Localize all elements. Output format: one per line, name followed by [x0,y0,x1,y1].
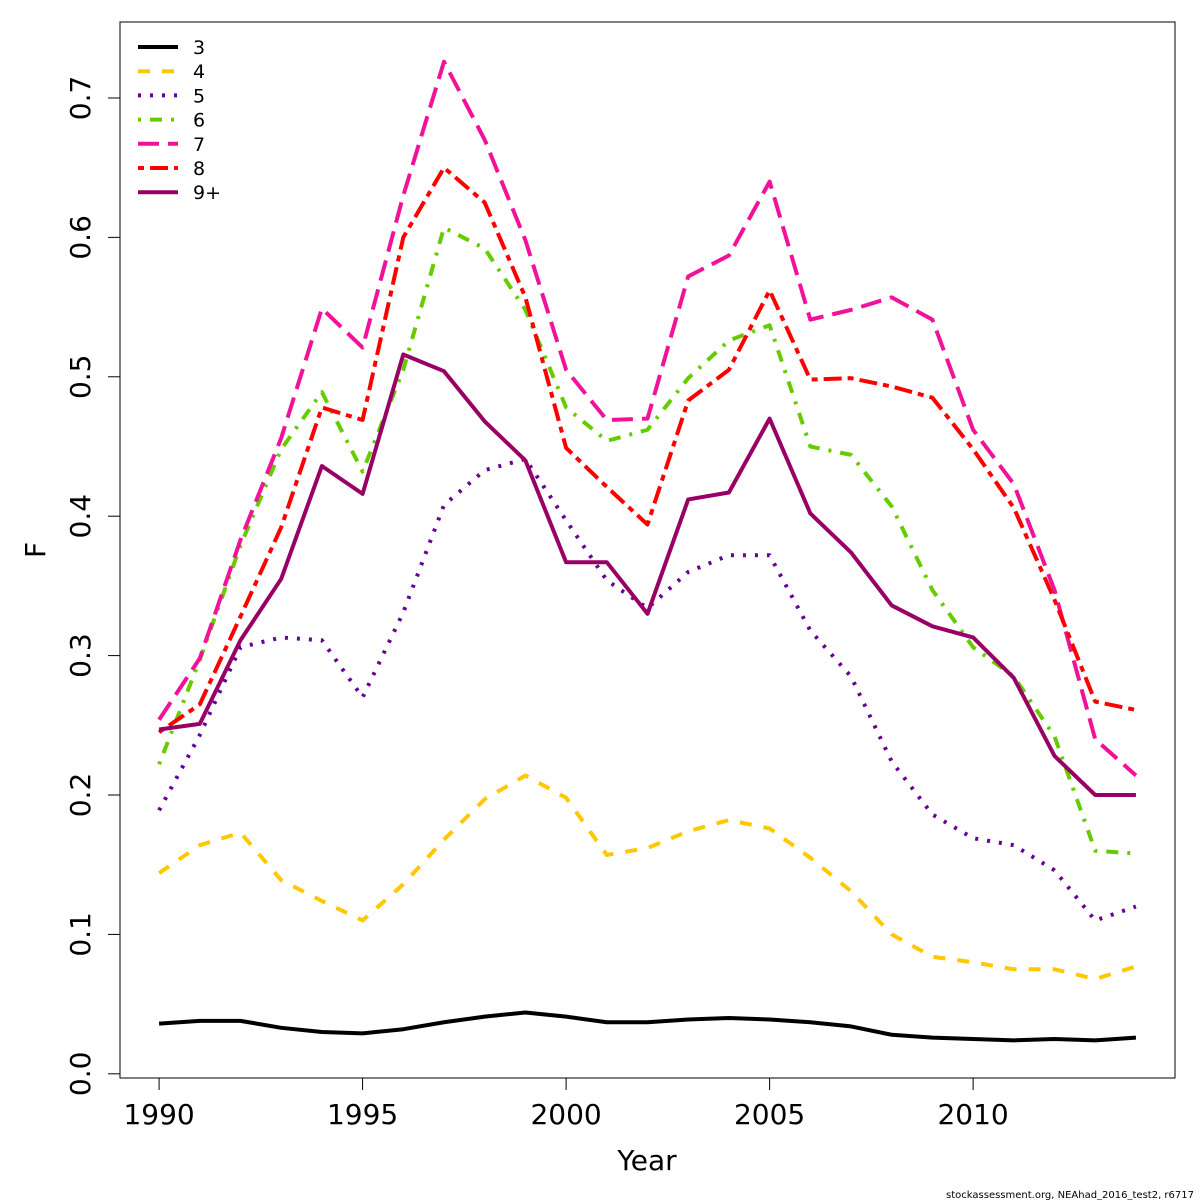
legend-label: 3 [193,37,205,59]
series-line [157,225,1137,856]
series-line [157,457,1137,923]
series-line [157,773,1137,982]
x-tick-label: 1995 [327,1098,398,1131]
y-tick-label: 0.2 [64,773,97,818]
footer: stockassessment.org, NEAhad_2016_test2, … [946,1190,1194,1200]
series-line [158,1010,1137,1043]
y-tick-label: 0.1 [64,912,97,957]
legend-label: 7 [193,134,205,156]
y-tick-label: 0.3 [64,633,97,678]
y-tick-label: 0.7 [64,76,97,121]
y-axis-label: F [19,542,52,558]
legend-label: 8 [193,158,205,180]
x-axis-label: Year [616,1144,677,1177]
y-tick-label: 0.5 [64,355,97,400]
legend-label: 9+ [193,182,221,204]
series-line [157,59,1138,777]
x-tick-label: 2010 [937,1098,1008,1131]
y-tick-label: 0.4 [64,494,97,539]
legend-label: 4 [193,61,205,83]
legend-label: 6 [193,110,205,132]
y-tick-label: 0.0 [64,1052,97,1097]
y-tick-label: 0.6 [64,215,97,260]
x-tick-label: 2000 [530,1098,601,1131]
series-line [157,165,1137,734]
x-tick-label: 2005 [734,1098,805,1131]
series-line [158,352,1136,798]
legend-label: 5 [193,85,205,107]
plot-box [119,21,1176,1079]
x-tick-label: 1990 [123,1098,194,1131]
